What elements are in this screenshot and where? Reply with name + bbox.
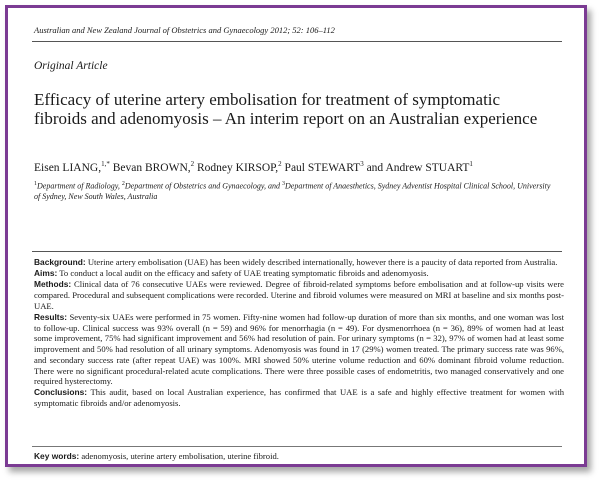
author-name: Eisen LIANG, (34, 161, 102, 174)
abstract-top-divider (32, 251, 562, 252)
article-title: Efficacy of uterine artery embolisation … (34, 90, 538, 128)
author-affiliation-mark: 2 (278, 160, 282, 168)
affiliations: 1Department of Radiology, 2Department of… (34, 181, 551, 202)
journal-citation: Australian and New Zealand Journal of Ob… (34, 25, 335, 35)
abstract-results: Results: Seventy-six UAEs were performed… (34, 312, 564, 387)
author-affiliation-mark: 3 (360, 160, 364, 168)
author-affiliation-mark: 2 (190, 160, 195, 168)
author-name: Rodney KIRSOP, (197, 161, 279, 174)
author-affiliation-mark: 1 (469, 160, 473, 168)
abstract: Background: Uterine artery embolisation … (34, 257, 564, 409)
header-divider (32, 41, 562, 42)
author-name: Andrew STUART (385, 161, 470, 174)
author-name: Bevan BROWN, (112, 161, 191, 174)
page-frame: Australian and New Zealand Journal of Ob… (5, 5, 587, 467)
article-type: Original Article (34, 60, 108, 72)
abstract-background: Background: Uterine artery embolisation … (34, 257, 558, 267)
abstract-conclusions: Conclusions: This audit, based on local … (34, 387, 564, 409)
author-affiliation-mark: 1,* (101, 160, 110, 168)
abstract-methods: Methods: Clinical data of 76 consecutive… (34, 279, 564, 311)
abstract-aims: Aims: To conduct a local audit on the ef… (34, 268, 429, 279)
keywords: Key words: adenomyosis, uterine artery e… (34, 451, 279, 461)
author-list: Eisen LIANG,1,* Bevan BROWN,2 Rodney KIR… (34, 160, 473, 174)
keywords-divider (32, 446, 562, 447)
author-name: Paul STEWART (284, 161, 361, 174)
